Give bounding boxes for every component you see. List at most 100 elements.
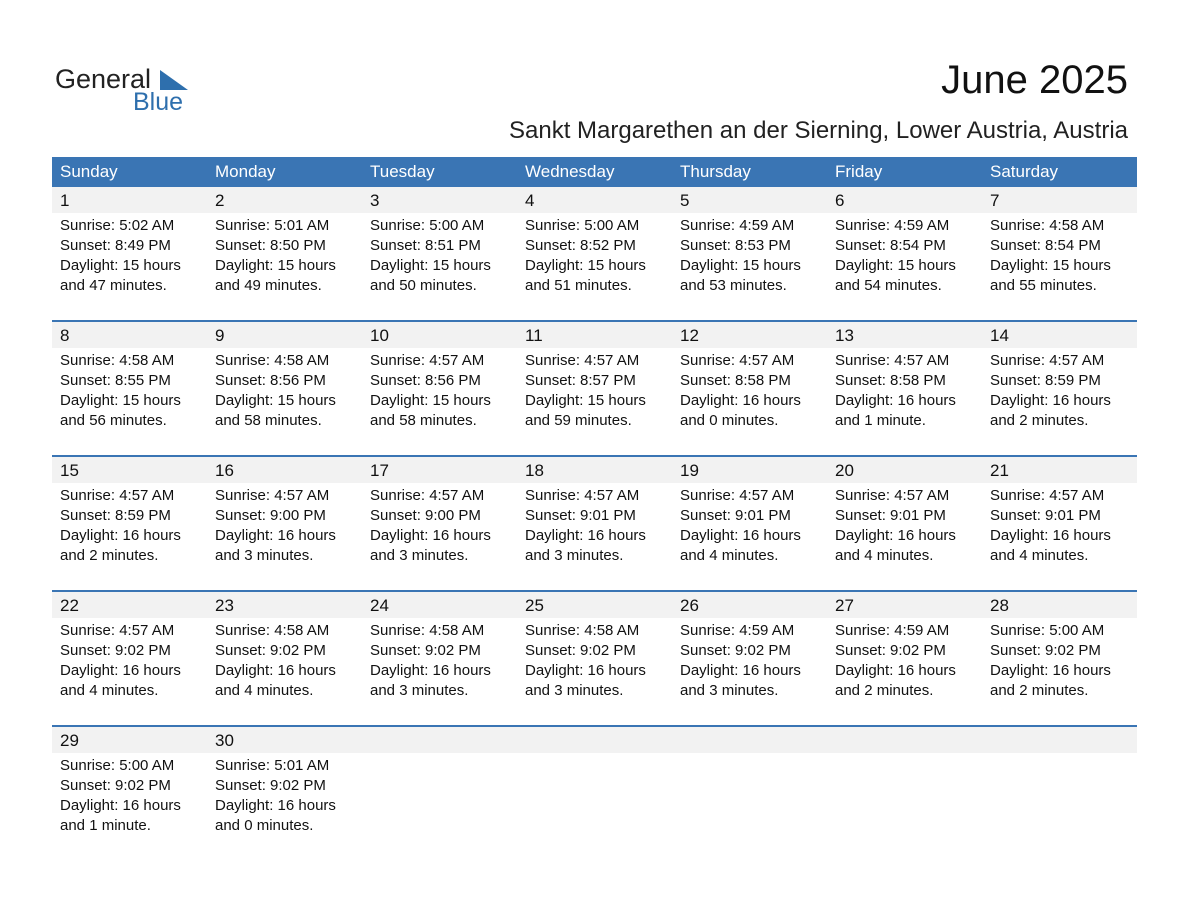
sunrise: Sunrise: 4:58 AM <box>370 622 485 639</box>
daylight: Daylight: 15 hours <box>990 257 1111 274</box>
sunset: Sunset: 9:02 PM <box>215 642 326 659</box>
minutes: and 51 minutes. <box>525 277 632 294</box>
day-number: 25 <box>525 596 544 615</box>
day-number: 23 <box>215 596 234 615</box>
day-number-band <box>52 457 1137 483</box>
sunset: Sunset: 8:53 PM <box>680 237 791 254</box>
day-number: 14 <box>990 326 1009 345</box>
sunrise: Sunrise: 4:57 AM <box>525 487 640 504</box>
minutes: and 2 minutes. <box>990 412 1089 429</box>
minutes: and 2 minutes. <box>60 547 159 564</box>
day-number: 1 <box>60 191 70 210</box>
sunrise: Sunrise: 4:57 AM <box>370 352 485 369</box>
minutes: and 59 minutes. <box>525 412 632 429</box>
sunset: Sunset: 8:56 PM <box>215 372 326 389</box>
minutes: and 3 minutes. <box>215 547 314 564</box>
sunset: Sunset: 9:02 PM <box>215 777 326 794</box>
sunset: Sunset: 9:01 PM <box>680 507 791 524</box>
minutes: and 4 minutes. <box>990 547 1089 564</box>
minutes: and 56 minutes. <box>60 412 167 429</box>
week-separator <box>52 725 1137 727</box>
sunrise: Sunrise: 5:02 AM <box>60 217 175 234</box>
sunrise: Sunrise: 5:00 AM <box>60 757 175 774</box>
sunset: Sunset: 9:02 PM <box>835 642 946 659</box>
day-number: 3 <box>370 191 380 210</box>
sunset: Sunset: 9:02 PM <box>990 642 1101 659</box>
sunrise: Sunrise: 4:57 AM <box>835 352 950 369</box>
sunrise: Sunrise: 4:57 AM <box>60 622 175 639</box>
sunset: Sunset: 9:02 PM <box>60 777 171 794</box>
weekday: Saturday <box>990 162 1059 181</box>
minutes: and 3 minutes. <box>525 682 624 699</box>
weekday-header <box>52 157 1137 187</box>
day-number: 29 <box>60 731 79 750</box>
daylight: Daylight: 16 hours <box>680 392 801 409</box>
day-number: 24 <box>370 596 389 615</box>
weekday: Thursday <box>680 162 751 181</box>
sunrise: Sunrise: 5:01 AM <box>215 757 330 774</box>
sunset: Sunset: 8:55 PM <box>60 372 171 389</box>
day-number: 6 <box>835 191 845 210</box>
day-number: 28 <box>990 596 1009 615</box>
sunrise: Sunrise: 4:59 AM <box>835 217 950 234</box>
sunrise: Sunrise: 4:58 AM <box>60 352 175 369</box>
daylight: Daylight: 15 hours <box>525 257 646 274</box>
day-number: 21 <box>990 461 1009 480</box>
daylight: Daylight: 15 hours <box>525 392 646 409</box>
daylight: Daylight: 16 hours <box>525 662 646 679</box>
daylight: Daylight: 16 hours <box>60 662 181 679</box>
daylight: Daylight: 16 hours <box>60 797 181 814</box>
day-number: 15 <box>60 461 79 480</box>
minutes: and 0 minutes. <box>680 412 779 429</box>
sunset: Sunset: 9:01 PM <box>835 507 946 524</box>
sunset: Sunset: 9:02 PM <box>370 642 481 659</box>
daylight: Daylight: 16 hours <box>990 527 1111 544</box>
sunrise: Sunrise: 4:57 AM <box>525 352 640 369</box>
daylight: Daylight: 16 hours <box>215 527 336 544</box>
daylight: Daylight: 16 hours <box>835 527 956 544</box>
sunrise: Sunrise: 4:57 AM <box>990 352 1105 369</box>
daylight: Daylight: 16 hours <box>835 392 956 409</box>
daylight: Daylight: 16 hours <box>370 662 491 679</box>
sunrise: Sunrise: 4:57 AM <box>370 487 485 504</box>
daylight: Daylight: 16 hours <box>60 527 181 544</box>
minutes: and 4 minutes. <box>680 547 779 564</box>
minutes: and 3 minutes. <box>370 682 469 699</box>
sunrise: Sunrise: 5:00 AM <box>990 622 1105 639</box>
sunset: Sunset: 8:56 PM <box>370 372 481 389</box>
daylight: Daylight: 15 hours <box>370 392 491 409</box>
sunset: Sunset: 8:54 PM <box>990 237 1101 254</box>
subtitle: Sankt Margarethen an der Sierning, Lower… <box>508 117 1128 144</box>
minutes: and 50 minutes. <box>370 277 477 294</box>
day-number: 7 <box>990 191 1000 210</box>
sunrise: Sunrise: 4:58 AM <box>990 217 1105 234</box>
sunset: Sunset: 8:50 PM <box>215 237 326 254</box>
week-separator <box>52 455 1137 457</box>
day-number: 8 <box>60 326 70 345</box>
day-number: 22 <box>60 596 79 615</box>
day-number-band <box>52 727 1137 753</box>
sunset: Sunset: 9:00 PM <box>370 507 481 524</box>
day-number: 30 <box>215 731 234 750</box>
minutes: and 0 minutes. <box>215 817 314 834</box>
daylight: Daylight: 16 hours <box>680 527 801 544</box>
minutes: and 1 minute. <box>835 412 926 429</box>
logo-blue: Blue <box>133 88 184 116</box>
day-number-band <box>52 322 1137 348</box>
day-number: 16 <box>215 461 234 480</box>
sunset: Sunset: 9:02 PM <box>60 642 171 659</box>
sunset: Sunset: 9:00 PM <box>215 507 326 524</box>
sunrise: Sunrise: 4:57 AM <box>60 487 175 504</box>
weekday: Monday <box>215 162 276 181</box>
day-number: 11 <box>525 326 543 345</box>
daylight: Daylight: 16 hours <box>990 392 1111 409</box>
sunrise: Sunrise: 5:00 AM <box>370 217 485 234</box>
day-number: 17 <box>370 461 389 480</box>
logo-general: General <box>55 64 152 94</box>
daylight: Daylight: 15 hours <box>680 257 801 274</box>
logo-triangle <box>160 70 188 90</box>
week-separator <box>52 320 1137 322</box>
sunrise: Sunrise: 4:59 AM <box>680 622 795 639</box>
weekday: Wednesday <box>525 162 615 181</box>
